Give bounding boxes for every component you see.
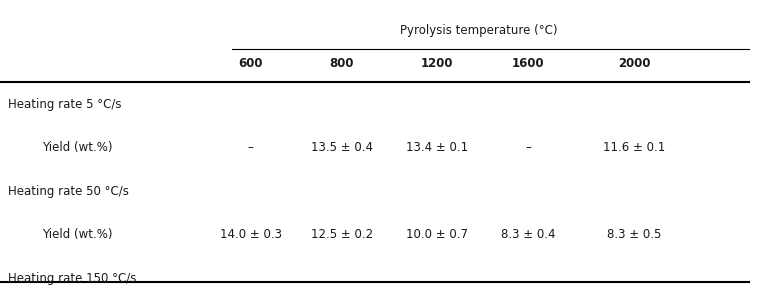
Text: 1600: 1600 xyxy=(512,57,544,70)
Text: Yield (wt.%): Yield (wt.%) xyxy=(42,228,112,241)
Text: 13.5 ± 0.4: 13.5 ± 0.4 xyxy=(311,141,373,154)
Text: Heating rate 150 °C/s: Heating rate 150 °C/s xyxy=(8,272,136,285)
Text: 12.5 ± 0.2: 12.5 ± 0.2 xyxy=(311,228,373,241)
Text: 1200: 1200 xyxy=(421,57,453,70)
Text: Yield (wt.%): Yield (wt.%) xyxy=(42,141,112,154)
Text: 800: 800 xyxy=(330,57,354,70)
Text: –: – xyxy=(248,141,254,154)
Text: 600: 600 xyxy=(239,57,263,70)
Text: 13.4 ± 0.1: 13.4 ± 0.1 xyxy=(406,141,468,154)
Text: Pyrolysis temperature (°C): Pyrolysis temperature (°C) xyxy=(400,24,558,37)
Text: 14.0 ± 0.3: 14.0 ± 0.3 xyxy=(220,228,282,241)
Text: –: – xyxy=(525,141,531,154)
Text: 8.3 ± 0.4: 8.3 ± 0.4 xyxy=(501,228,556,241)
Text: 2000: 2000 xyxy=(619,57,651,70)
Text: 8.3 ± 0.5: 8.3 ± 0.5 xyxy=(607,228,662,241)
Text: 11.6 ± 0.1: 11.6 ± 0.1 xyxy=(603,141,666,154)
Text: Heating rate 5 °C/s: Heating rate 5 °C/s xyxy=(8,98,121,111)
Text: 10.0 ± 0.7: 10.0 ± 0.7 xyxy=(406,228,468,241)
Text: Heating rate 50 °C/s: Heating rate 50 °C/s xyxy=(8,185,128,198)
